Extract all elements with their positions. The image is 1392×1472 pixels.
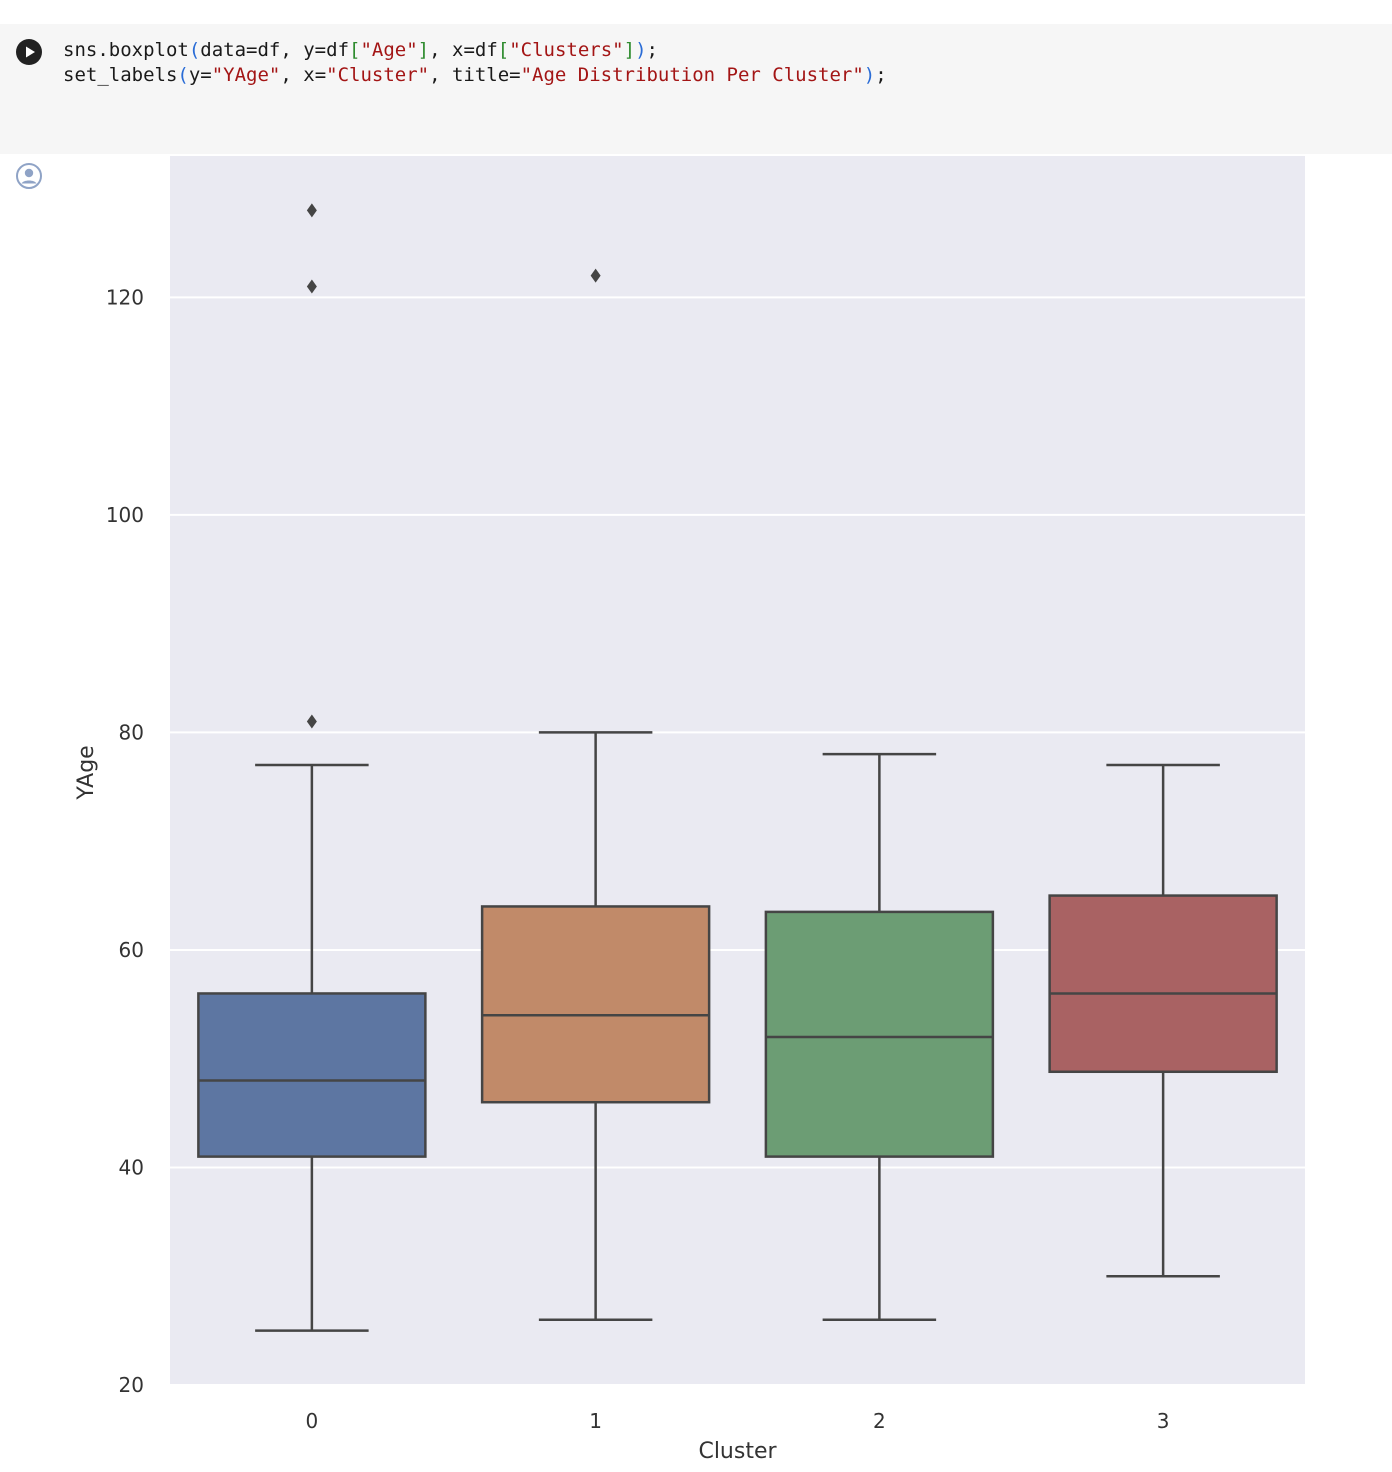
x-tick-label: 2	[873, 1409, 886, 1433]
outlier-point	[590, 268, 601, 283]
box-cluster-0	[197, 992, 427, 1158]
play-circle-icon[interactable]	[16, 39, 42, 65]
y-tick-label: 80	[119, 720, 144, 744]
x-axis-label: Cluster	[698, 1439, 777, 1464]
box-cluster-1	[480, 905, 711, 1104]
y-tick-label: 60	[119, 938, 144, 962]
y-tick-label: 100	[106, 503, 144, 527]
x-tick-label: 1	[589, 1409, 602, 1433]
x-tick-label: 3	[1157, 1409, 1170, 1433]
box-cluster-2	[764, 910, 995, 1158]
box-cluster-3	[1048, 894, 1278, 1074]
y-tick-label: 20	[119, 1373, 144, 1397]
code-line-1: sns.boxplot(data=df, y=df["Age"], x=df["…	[63, 39, 658, 61]
y-tick-label: 40	[119, 1155, 144, 1179]
outlier-point	[306, 279, 317, 294]
code-cell[interactable]: sns.boxplot(data=df, y=df["Age"], x=df["…	[0, 24, 1392, 154]
y-tick-label: 120	[106, 285, 144, 309]
y-axis-label: YAge	[74, 745, 99, 800]
x-tick-label: 0	[306, 1409, 319, 1433]
user-circle-icon[interactable]	[15, 162, 43, 190]
box-plot-chart: 20 40 60 80 100 120 0 1 2 3 Cluster YAge	[74, 156, 1305, 1464]
code-editor[interactable]: sns.boxplot(data=df, y=df["Age"], x=df["…	[63, 38, 887, 88]
plot-area	[170, 156, 1305, 1385]
outlier-point	[306, 714, 317, 729]
outlier-point	[306, 203, 317, 218]
code-line-2: set_labels(y="YAge", x="Cluster", title=…	[63, 64, 887, 86]
